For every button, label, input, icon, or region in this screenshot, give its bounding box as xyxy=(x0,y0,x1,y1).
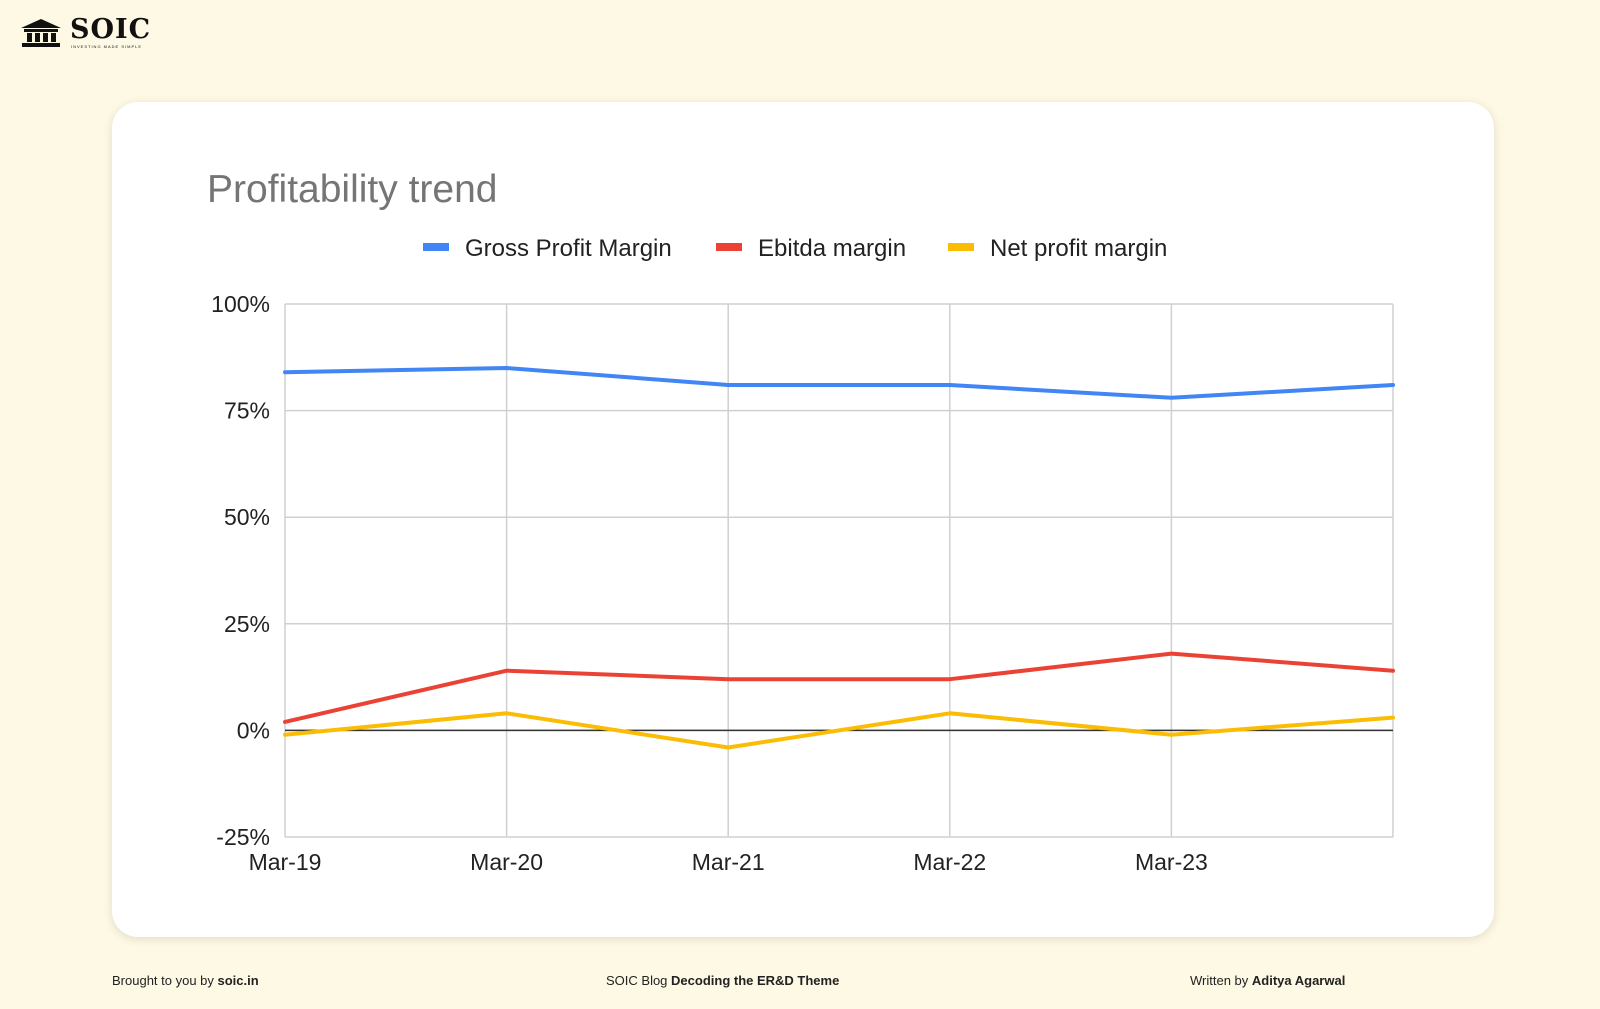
chart-title: Profitability trend xyxy=(207,168,497,211)
bank-building-icon xyxy=(21,19,61,47)
soic-logo[interactable]: SOIC INVESTING MADE SIMPLE xyxy=(20,16,151,50)
series-line-ebitda-margin xyxy=(283,651,1395,724)
brand-name: SOIC xyxy=(70,14,152,45)
legend-label: Gross Profit Margin xyxy=(465,235,672,262)
x-axis: Mar-19 Mar-20 Mar-21 Mar-22 Mar-23 xyxy=(249,849,1208,875)
x-tick-label: Mar-20 xyxy=(470,849,543,875)
chart-card: Profitability trend Gross Profit Margin E… xyxy=(112,102,1494,937)
footer-blog-title: Decoding the ER&D Theme xyxy=(671,973,840,988)
profitability-line-chart: Profitability trend Gross Profit Margin E… xyxy=(207,168,1395,875)
y-tick-label: 25% xyxy=(224,611,270,637)
series-line-net-profit-margin xyxy=(283,711,1395,750)
y-axis: 100% 75% 50% 25% 0% -25% xyxy=(211,291,270,850)
y-tick-label: -25% xyxy=(216,824,270,850)
footer-site-link[interactable]: soic.in xyxy=(217,973,259,988)
y-tick-label: 100% xyxy=(211,291,270,317)
footer-credit-prefix: Brought to you by xyxy=(112,973,218,988)
footer-blog: SOIC Blog Decoding the ER&D Theme xyxy=(606,973,839,988)
x-tick-label: Mar-21 xyxy=(692,849,765,875)
series-line-gross-profit-margin xyxy=(283,366,1395,400)
y-tick-label: 0% xyxy=(237,717,270,743)
x-tick-label: Mar-19 xyxy=(249,849,322,875)
footer-author-prefix: Written by xyxy=(1190,973,1252,988)
legend-label: Net profit margin xyxy=(990,235,1167,262)
legend-swatch xyxy=(423,243,449,251)
footer-author: Written by Aditya Agarwal xyxy=(1190,973,1345,988)
footer-blog-prefix: SOIC Blog xyxy=(606,973,672,988)
legend-label: Ebitda margin xyxy=(758,235,906,262)
chart-legend: Gross Profit Margin Ebitda margin Net prof… xyxy=(423,235,1167,262)
footer-author-name: Aditya Agarwal xyxy=(1251,973,1346,988)
y-tick-label: 75% xyxy=(224,398,270,424)
y-tick-label: 50% xyxy=(224,504,270,530)
brand-tagline: INVESTING MADE SIMPLE xyxy=(71,44,143,49)
legend-swatch xyxy=(716,243,742,251)
legend-swatch xyxy=(948,243,974,251)
x-tick-label: Mar-23 xyxy=(1135,849,1208,875)
footer-credit: Brought to you by soic.in xyxy=(112,973,259,988)
x-tick-label: Mar-22 xyxy=(913,849,986,875)
chart-series xyxy=(283,366,1395,750)
